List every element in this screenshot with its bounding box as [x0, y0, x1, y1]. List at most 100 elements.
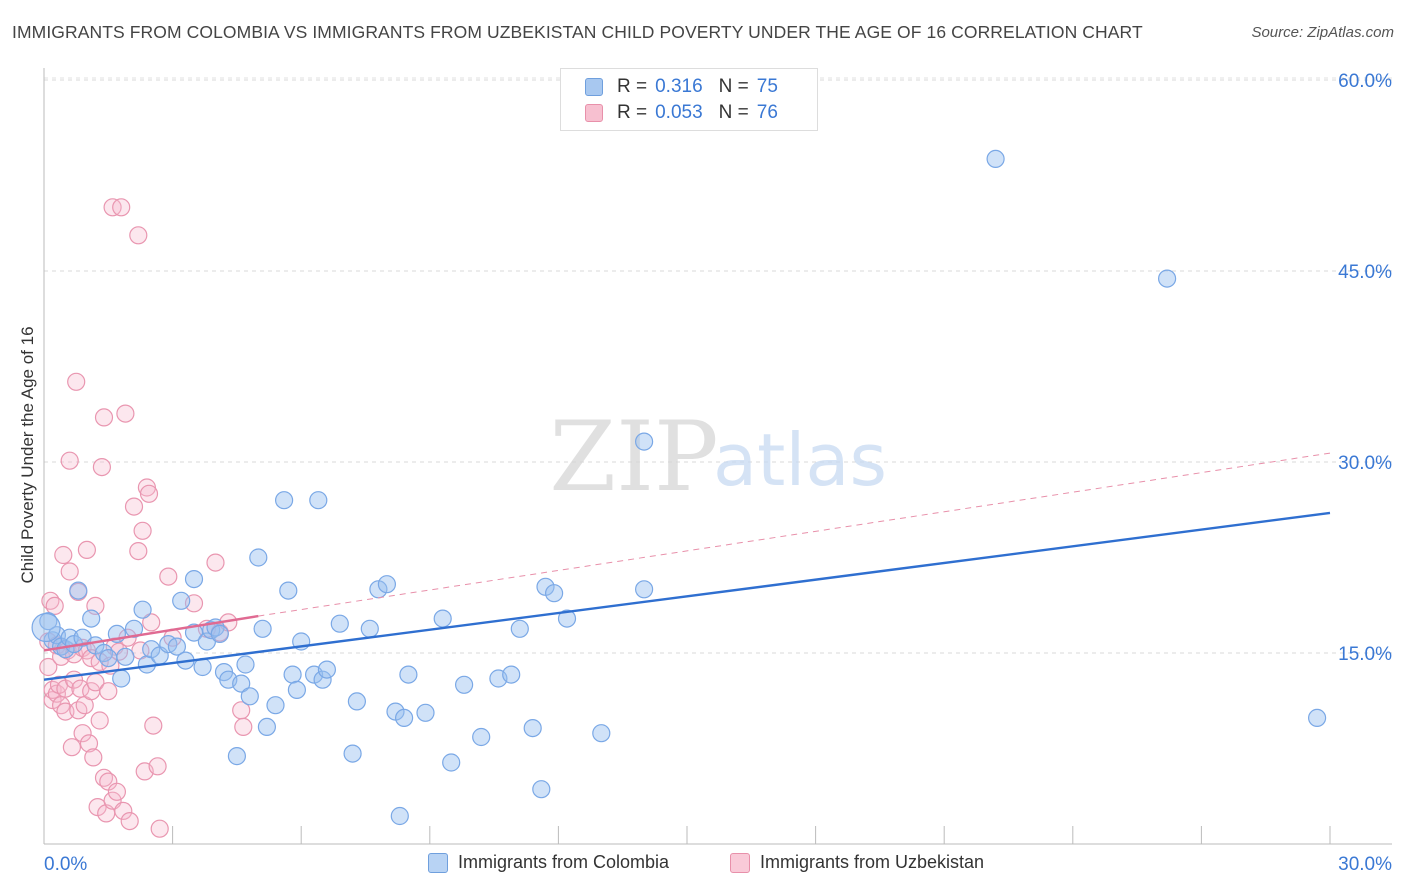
point-colombia[interactable]: [523, 718, 542, 738]
series-legend-uzbekistan[interactable]: Immigrants from Uzbekistan: [730, 852, 984, 873]
point-colombia[interactable]: [986, 149, 1005, 168]
point-colombia[interactable]: [266, 696, 285, 715]
point-colombia[interactable]: [313, 670, 332, 689]
point-uzbekistan[interactable]: [112, 198, 131, 217]
point-colombia[interactable]: [502, 665, 521, 684]
point-colombia[interactable]: [330, 614, 349, 633]
point-uzbekistan[interactable]: [142, 613, 161, 632]
point-colombia[interactable]: [592, 724, 611, 743]
y-tick-label: 15.0%: [1338, 644, 1392, 665]
point-colombia[interactable]: [442, 753, 461, 772]
point-colombia[interactable]: [532, 780, 551, 799]
point-colombia[interactable]: [390, 806, 409, 826]
point-colombia[interactable]: [416, 703, 435, 722]
point-colombia[interactable]: [39, 612, 58, 631]
point-uzbekistan[interactable]: [77, 540, 97, 560]
point-colombia[interactable]: [257, 717, 276, 737]
point-uzbekistan[interactable]: [116, 404, 135, 423]
point-uzbekistan[interactable]: [54, 545, 73, 565]
point-colombia[interactable]: [399, 665, 418, 684]
point-colombia[interactable]: [287, 680, 306, 700]
point-colombia[interactable]: [1307, 708, 1327, 728]
point-colombia[interactable]: [236, 655, 255, 674]
source-credit: Source: ZipAtlas.com: [1251, 24, 1394, 41]
point-colombia[interactable]: [634, 432, 654, 451]
point-uzbekistan[interactable]: [148, 757, 167, 776]
point-uzbekistan[interactable]: [206, 553, 225, 572]
point-colombia[interactable]: [31, 612, 61, 643]
x-tick-label: 30.0%: [1338, 854, 1392, 875]
point-colombia[interactable]: [82, 609, 101, 628]
point-uzbekistan[interactable]: [120, 811, 139, 831]
series-swatch-colombia: [428, 852, 448, 873]
point-uzbekistan[interactable]: [62, 738, 82, 757]
point-colombia[interactable]: [557, 609, 577, 628]
trendline-uzbekistan-extension: [258, 452, 1331, 617]
point-colombia[interactable]: [133, 600, 152, 619]
point-colombia[interactable]: [275, 491, 294, 510]
point-colombia[interactable]: [99, 648, 118, 668]
series-legend-colombia[interactable]: Immigrants from Colombia: [428, 852, 669, 873]
point-colombia[interactable]: [279, 581, 298, 600]
point-colombia[interactable]: [240, 687, 259, 706]
point-uzbekistan[interactable]: [99, 682, 118, 701]
point-colombia[interactable]: [634, 580, 654, 599]
point-colombia[interactable]: [360, 619, 379, 638]
watermark: ZIP atlas: [549, 401, 887, 513]
tick-labels: 15.0% 30.0% 45.0% 60.0% 0.0% 30.0%: [44, 71, 1392, 875]
point-colombia[interactable]: [395, 708, 414, 728]
point-uzbekistan[interactable]: [129, 541, 148, 561]
point-uzbekistan[interactable]: [45, 596, 64, 616]
point-uzbekistan[interactable]: [73, 724, 92, 743]
point-colombia[interactable]: [544, 584, 564, 603]
point-uzbekistan[interactable]: [159, 567, 178, 586]
point-uzbekistan[interactable]: [90, 711, 109, 730]
point-colombia[interactable]: [69, 581, 88, 600]
point-uzbekistan[interactable]: [144, 716, 163, 735]
point-colombia[interactable]: [283, 665, 302, 684]
point-colombia[interactable]: [347, 692, 366, 711]
point-colombia[interactable]: [1157, 269, 1177, 288]
point-uzbekistan[interactable]: [114, 801, 133, 821]
point-colombia[interactable]: [116, 647, 135, 666]
legend-n-value: 75: [756, 76, 778, 97]
point-uzbekistan[interactable]: [47, 684, 67, 703]
point-uzbekistan[interactable]: [84, 748, 103, 767]
point-uzbekistan[interactable]: [129, 226, 148, 245]
point-uzbekistan[interactable]: [56, 702, 75, 721]
point-colombia[interactable]: [317, 660, 336, 679]
point-colombia[interactable]: [377, 575, 396, 594]
point-colombia[interactable]: [249, 548, 268, 567]
point-uzbekistan[interactable]: [67, 372, 86, 391]
point-uzbekistan[interactable]: [79, 734, 99, 753]
point-colombia[interactable]: [172, 591, 191, 610]
point-colombia[interactable]: [455, 675, 474, 694]
point-uzbekistan[interactable]: [60, 451, 79, 470]
point-uzbekistan[interactable]: [150, 819, 169, 838]
point-uzbekistan[interactable]: [133, 521, 152, 540]
point-colombia[interactable]: [167, 637, 186, 656]
trend-lines: [43, 452, 1331, 681]
point-colombia[interactable]: [232, 674, 251, 693]
point-colombia[interactable]: [227, 746, 246, 766]
point-uzbekistan[interactable]: [139, 484, 159, 503]
point-colombia[interactable]: [343, 744, 362, 763]
point-colombia[interactable]: [472, 727, 491, 747]
point-colombia[interactable]: [124, 619, 144, 638]
point-colombia[interactable]: [253, 619, 272, 638]
point-uzbekistan[interactable]: [124, 497, 144, 516]
point-uzbekistan[interactable]: [39, 657, 58, 677]
point-colombia[interactable]: [184, 569, 204, 589]
point-uzbekistan[interactable]: [60, 562, 79, 581]
point-uzbekistan[interactable]: [234, 717, 253, 737]
point-colombia[interactable]: [433, 609, 452, 628]
legend-r-label: R =: [617, 76, 648, 97]
point-colombia[interactable]: [510, 619, 529, 638]
point-colombia[interactable]: [112, 669, 131, 688]
point-uzbekistan[interactable]: [94, 408, 114, 427]
point-colombia[interactable]: [210, 624, 229, 644]
point-uzbekistan[interactable]: [92, 458, 112, 477]
point-colombia[interactable]: [309, 491, 328, 510]
point-uzbekistan[interactable]: [107, 782, 127, 801]
